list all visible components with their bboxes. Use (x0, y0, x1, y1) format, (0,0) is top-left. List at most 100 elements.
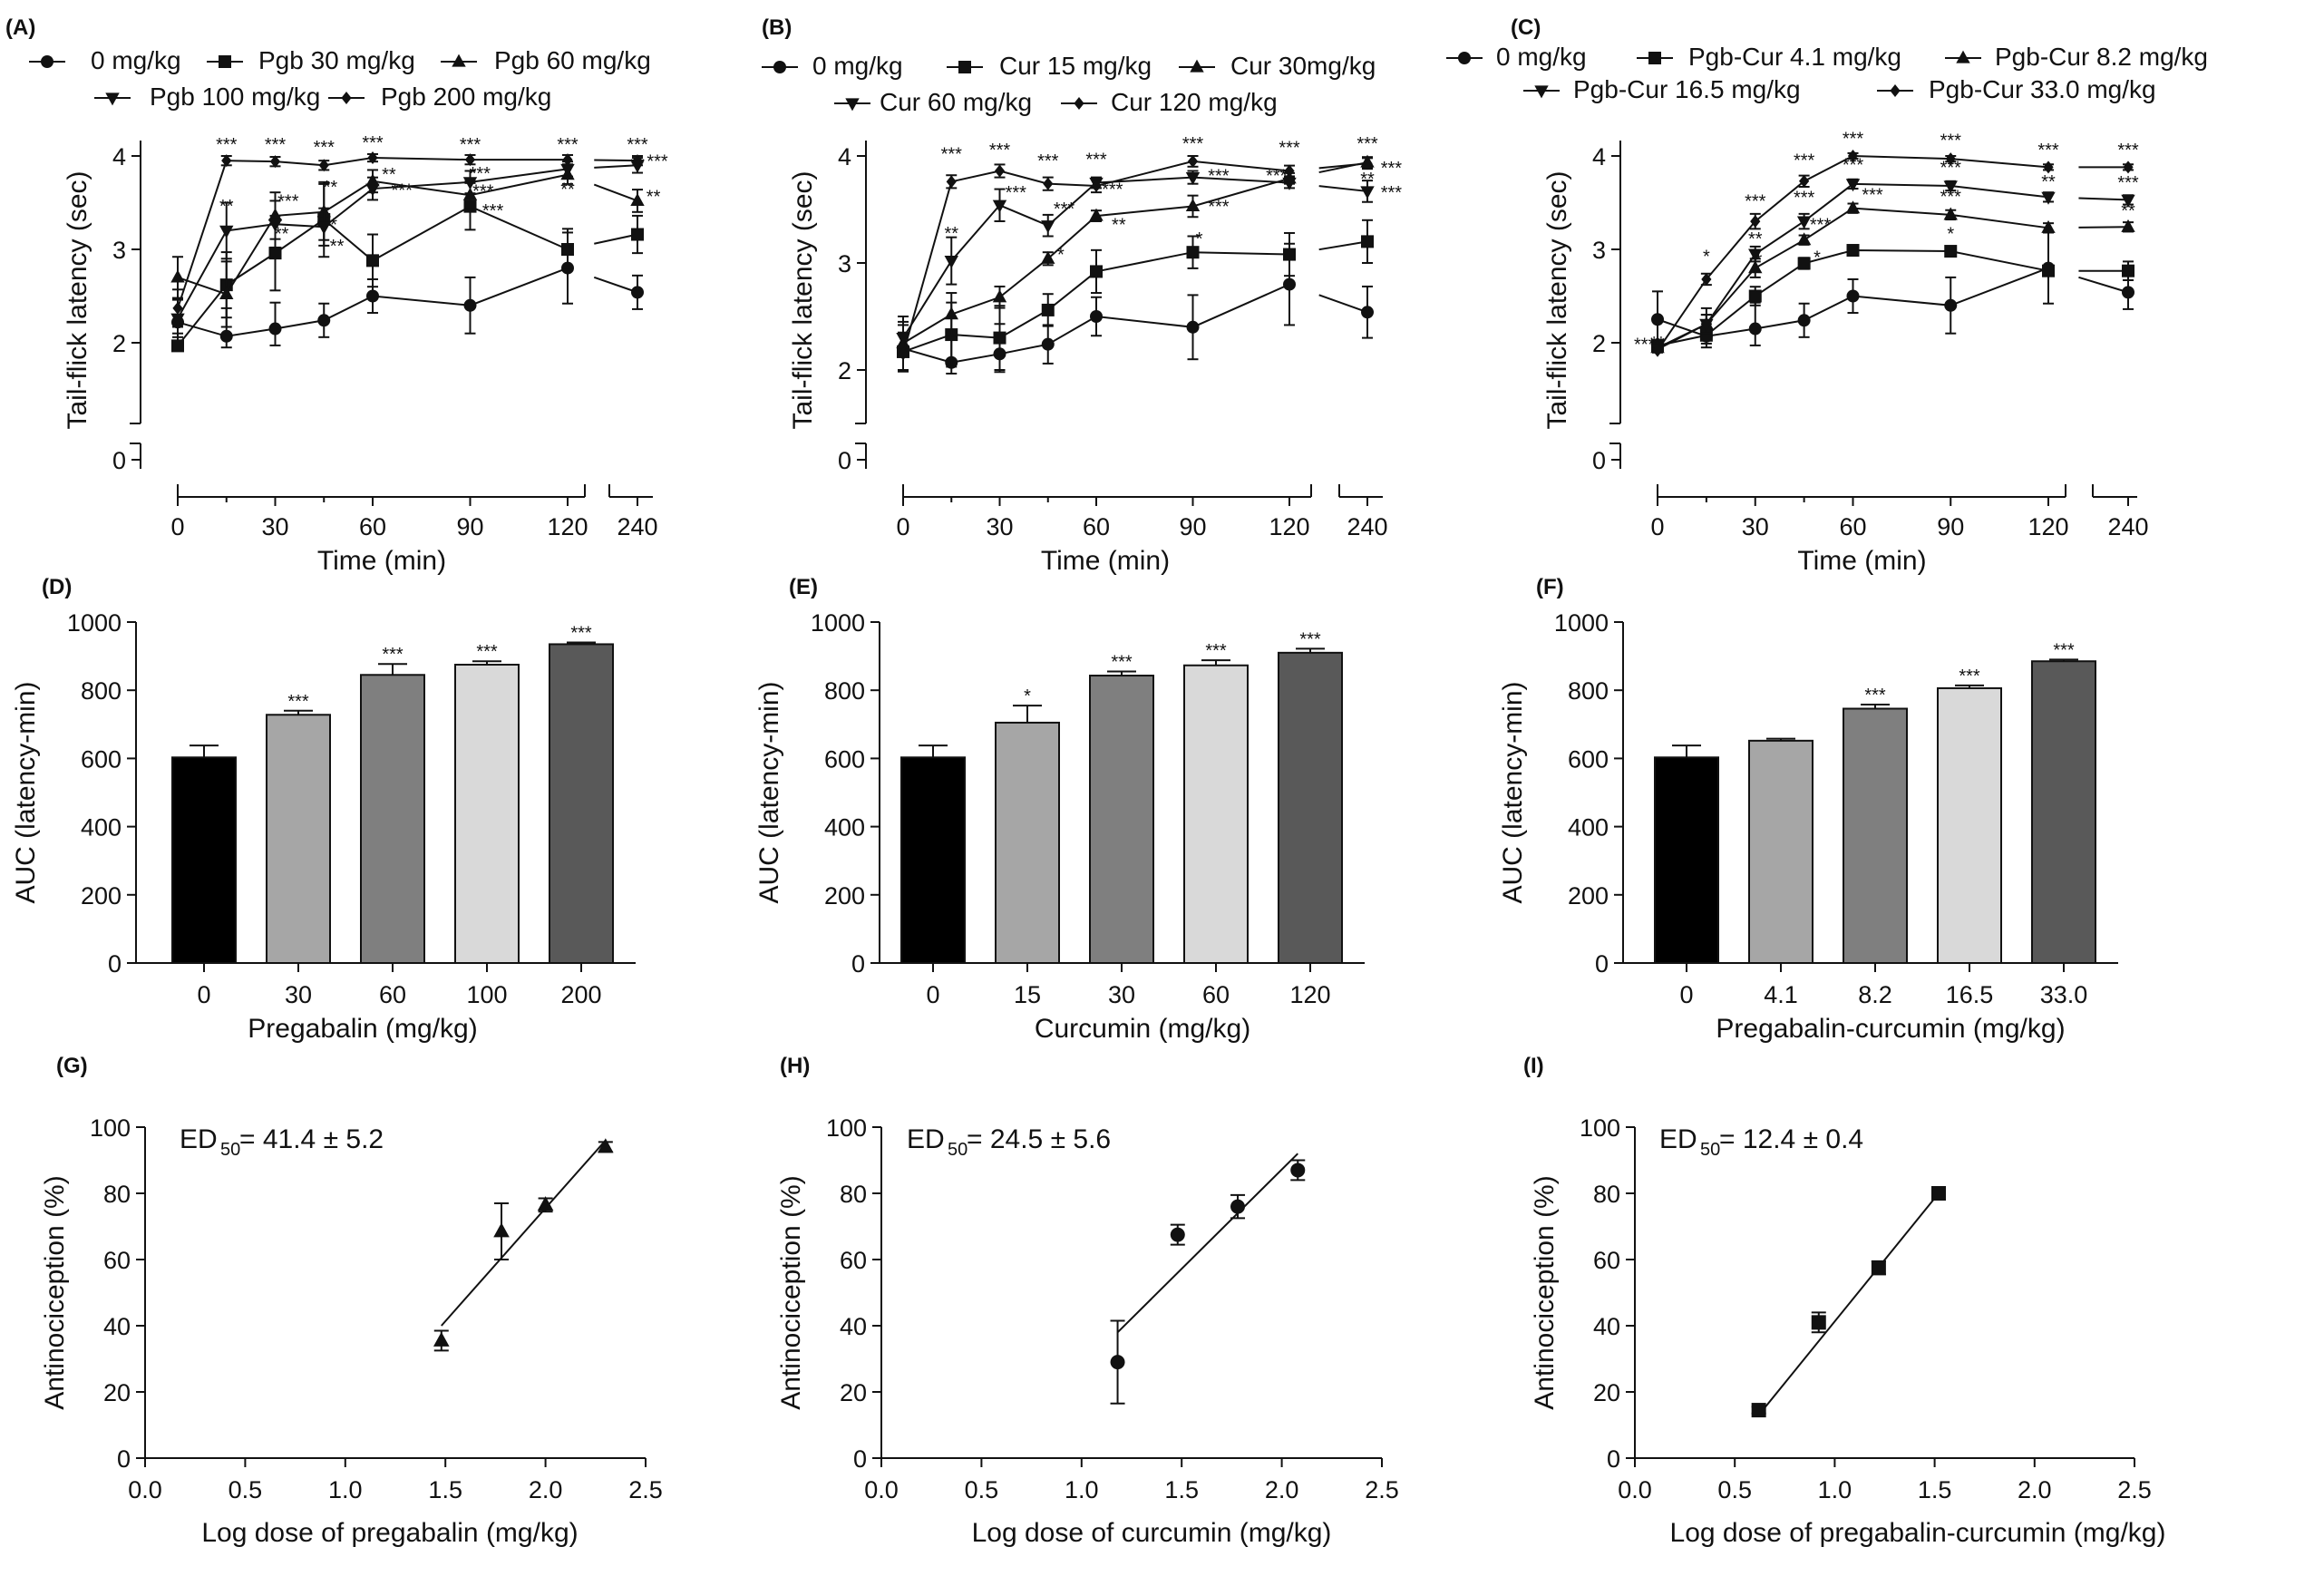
data-point (219, 287, 234, 300)
significance-marker: *** (287, 692, 309, 712)
data-point (269, 155, 281, 169)
significance-marker: *** (557, 135, 579, 155)
data-point (1748, 248, 1763, 262)
ed50-label: ED 50 = 24.5 ± 5.6 (907, 1124, 1111, 1160)
legend-marker (845, 98, 860, 112)
bar (1937, 686, 2002, 964)
significance-marker: ** (560, 180, 575, 199)
data-point (1283, 277, 1296, 291)
significance-marker: *** (2117, 141, 2139, 161)
panel-label: (D) (42, 575, 72, 599)
significance-marker: ** (2041, 172, 2056, 192)
ed50-prefix: ED (1659, 1124, 1697, 1154)
y-tick-label: 400 (81, 814, 122, 842)
y-tick-label: 3 (112, 237, 126, 264)
x-tick-label: 120 (547, 513, 588, 540)
ed50-value: = 41.4 ± 5.2 (239, 1124, 384, 1154)
y-tick-label: 800 (81, 677, 122, 705)
ed50-label: ED 50 = 41.4 ± 5.2 (180, 1124, 384, 1160)
series-line-240 (593, 183, 638, 202)
y-tick-label: 80 (1593, 1181, 1620, 1208)
y-tick-label: 4 (838, 143, 851, 170)
significance-marker: *** (1356, 134, 1378, 154)
data-point (367, 151, 378, 165)
legend-label: 0 mg/kg (91, 46, 181, 74)
bar (2031, 660, 2096, 964)
series-2 (896, 154, 1375, 371)
y-tick-label: 1000 (1554, 609, 1609, 637)
significance-marker: *** (1205, 641, 1227, 661)
legend-label: Pgb-Cur 4.1 mg/kg (1688, 43, 1901, 71)
y-tick-label: 4 (112, 143, 126, 170)
bar (1278, 651, 1343, 965)
y-tick-label: 40 (840, 1313, 867, 1340)
data-point (1360, 186, 1375, 199)
data-point (1846, 244, 1860, 258)
legend-marker (1534, 85, 1549, 99)
data-point (561, 243, 574, 256)
y-tick-label: 20 (103, 1379, 131, 1406)
bar (900, 756, 966, 964)
x-tick-label: 1.5 (1164, 1476, 1199, 1503)
significance-marker: *** (570, 624, 592, 644)
x-tick-label: 120 (1269, 513, 1309, 540)
y-tick-label: 2 (838, 357, 851, 384)
legend-label: Pgb 30 mg/kg (258, 46, 415, 74)
significance-marker: * (1755, 251, 1762, 271)
legend-marker (1074, 97, 1084, 110)
y-tick-label: 2 (1592, 330, 1606, 357)
data-point (463, 298, 477, 312)
x-tick-label: 1.5 (428, 1476, 462, 1503)
series-3 (1650, 178, 2135, 357)
data-point (219, 225, 234, 238)
x-tick-label: 60 (379, 981, 406, 1008)
legend-marker (773, 61, 786, 73)
data-point (316, 221, 331, 235)
data-point (171, 339, 184, 353)
data-point (537, 1196, 554, 1211)
significance-marker: *** (1208, 166, 1230, 186)
data-point (1652, 344, 1663, 357)
significance-marker: ** (275, 225, 289, 245)
significance-marker: *** (989, 141, 1011, 161)
ed50-value: = 12.4 ± 0.4 (1719, 1124, 1863, 1154)
significance-marker: *** (1006, 183, 1027, 203)
significance-marker: *** (1279, 139, 1300, 159)
y-tick-label: 3 (838, 250, 851, 277)
x-axis-title: Time (min) (317, 546, 446, 576)
x-tick-label: 0.0 (864, 1476, 899, 1503)
data-point (365, 183, 380, 197)
y-tick-label: 1000 (67, 609, 122, 637)
ed50-value: = 24.5 ± 5.6 (967, 1124, 1111, 1154)
legend-label: Cur 30mg/kg (1230, 52, 1376, 80)
significance-marker: *** (1940, 159, 1962, 179)
series-4 (1652, 150, 2134, 357)
bar (1089, 675, 1154, 964)
x-tick-label: 15 (1014, 981, 1041, 1008)
data-point (1799, 174, 1810, 188)
y-axis-title: Tail-flick latency (sec) (63, 170, 92, 429)
data-point (1185, 199, 1201, 212)
significance-marker: ** (382, 165, 396, 185)
bar (1654, 756, 1719, 964)
panel-label: (I) (1523, 1054, 1544, 1078)
data-point (2121, 219, 2135, 232)
data-point (1090, 310, 1103, 323)
y-tick-label: 2 (112, 330, 126, 357)
y-tick-label: 20 (840, 1379, 867, 1406)
x-tick-label: 120 (2027, 513, 2068, 540)
x-tick-label: 60 (1202, 981, 1230, 1008)
significance-marker: *** (472, 181, 494, 201)
x-tick-label: 30 (285, 981, 312, 1008)
data-point (2123, 161, 2134, 174)
series-line-240 (1318, 294, 1368, 314)
significance-marker: ** (1650, 334, 1665, 354)
bar (171, 756, 237, 964)
data-point (1943, 207, 1958, 220)
data-point (2043, 161, 2054, 174)
panel-h: 0 20 40 60 80 100 0.0 0.5 1.0 1.5 2.0 2.5 Antinocice… (776, 1114, 1399, 1548)
significance-marker: *** (2053, 640, 2075, 660)
series-1 (897, 219, 1374, 373)
x-tick-label: 1.0 (328, 1476, 363, 1503)
data-point (1748, 260, 1763, 274)
